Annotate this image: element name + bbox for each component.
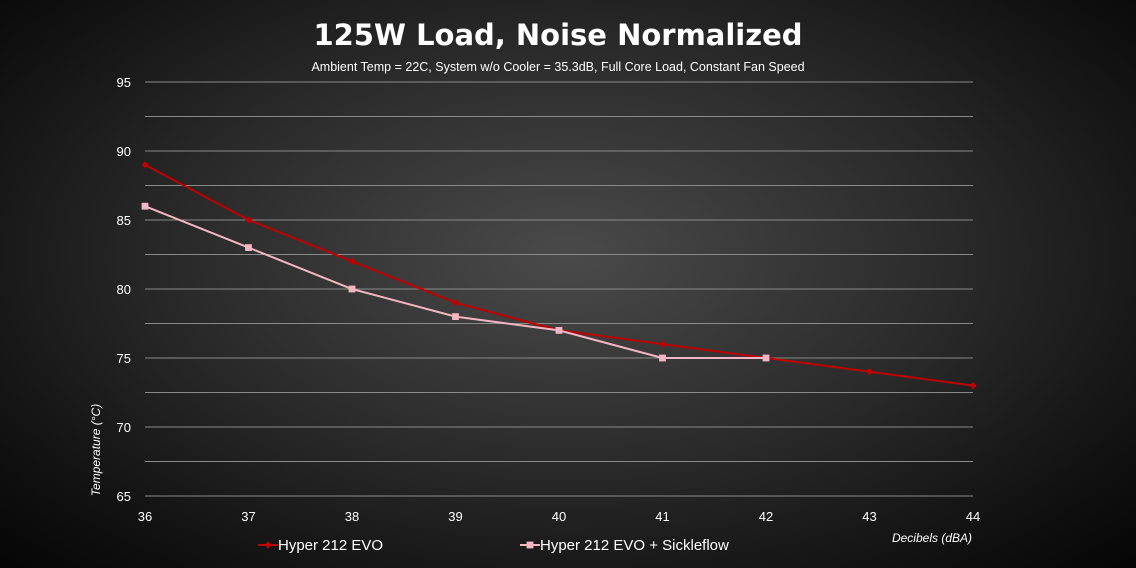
x-tick-label: 44 xyxy=(966,509,980,524)
x-tick-label: 41 xyxy=(655,509,669,524)
chart-title: 125W Load, Noise Normalized xyxy=(313,18,803,52)
x-tick-label: 43 xyxy=(862,509,876,524)
y-tick-label: 85 xyxy=(117,213,131,228)
chart-subtitle: Ambient Temp = 22C, System w/o Cooler = … xyxy=(311,60,805,74)
x-tick-label: 39 xyxy=(448,509,462,524)
y-tick-label: 70 xyxy=(117,420,131,435)
y-tick-label: 75 xyxy=(117,351,131,366)
y-tick-label: 80 xyxy=(117,282,131,297)
x-tick-label: 40 xyxy=(552,509,566,524)
x-tick-label: 36 xyxy=(138,509,152,524)
data-point-series-1 xyxy=(348,257,356,265)
data-point-series-2 xyxy=(348,285,356,293)
legend: Hyper 212 EVO Hyper 212 EVO + Sickleflow xyxy=(258,537,729,554)
y-tick-labels: 65 70 75 80 85 90 95 xyxy=(117,75,131,504)
data-point-series-1 xyxy=(658,340,667,348)
series-line-1 xyxy=(144,163,974,387)
data-point-series-1 xyxy=(865,368,874,376)
data-point-series-2 xyxy=(762,354,770,362)
series-line-2 xyxy=(144,205,766,359)
legend-marker-series-1 xyxy=(264,541,272,549)
data-point-series-1 xyxy=(451,299,460,307)
legend-label-series-2: Hyper 212 EVO + Sickleflow xyxy=(540,537,729,554)
legend-marker-series-2 xyxy=(526,541,534,549)
data-point-series-1 xyxy=(244,216,253,224)
y-axis-label: Temperature (°C) xyxy=(89,404,103,496)
x-axis-label: Decibels (dBA) xyxy=(892,531,972,545)
data-point-series-2 xyxy=(555,327,563,334)
x-tick-label: 37 xyxy=(241,509,255,524)
gridlines xyxy=(145,81,973,497)
data-point-series-2 xyxy=(452,313,459,320)
data-point-series-2 xyxy=(141,202,149,210)
x-tick-label: 42 xyxy=(759,509,773,524)
legend-item-series-1: Hyper 212 EVO xyxy=(258,537,383,554)
x-tick-labels: 36 37 38 39 40 41 42 43 44 xyxy=(138,509,980,524)
data-point-series-1 xyxy=(141,161,149,169)
y-tick-label: 95 xyxy=(117,75,131,90)
data-point-series-1 xyxy=(969,382,977,390)
y-tick-label: 90 xyxy=(117,144,131,159)
data-point-series-2 xyxy=(245,244,252,251)
legend-item-series-2: Hyper 212 EVO + Sickleflow xyxy=(520,537,729,554)
data-point-series-2 xyxy=(659,354,666,362)
x-tick-label: 38 xyxy=(345,509,359,524)
y-tick-label: 65 xyxy=(117,489,131,504)
legend-label-series-1: Hyper 212 EVO xyxy=(278,537,383,554)
series-lines xyxy=(141,161,977,390)
